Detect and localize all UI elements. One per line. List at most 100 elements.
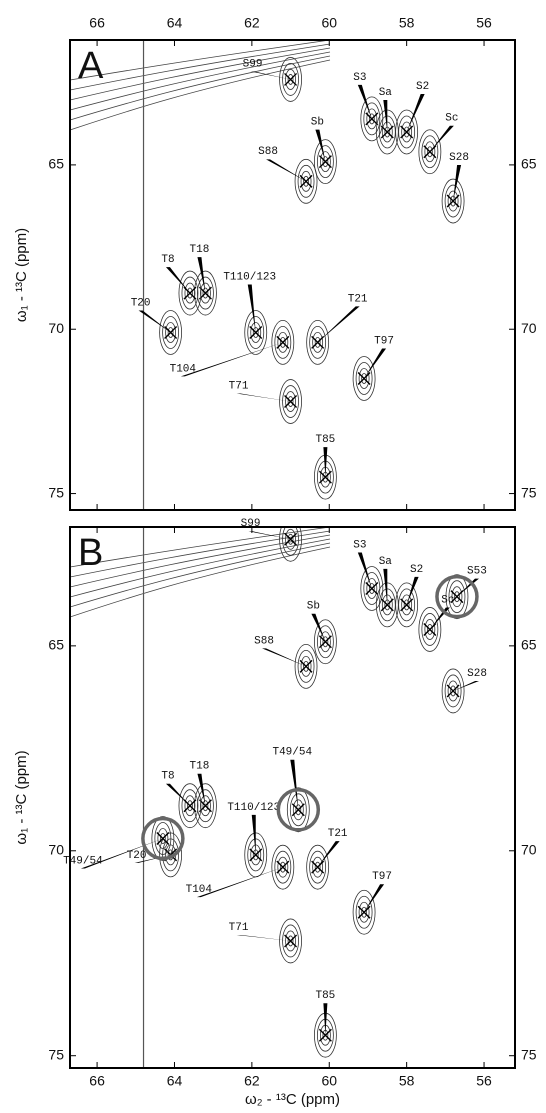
peak-label: Sa: [379, 87, 393, 99]
peak-label: S3: [353, 72, 366, 84]
peak-marker: [357, 372, 371, 386]
diagonal-contour: [70, 43, 331, 91]
x-tick-label: 58: [399, 1073, 415, 1089]
leader: [453, 680, 480, 691]
x-tick-label: 60: [321, 15, 337, 31]
peak-label: S99: [243, 58, 263, 70]
x-tick-label: 66: [89, 1073, 105, 1089]
peak-marker: [284, 934, 298, 948]
peak-contour: [282, 527, 299, 556]
y-axis-label: ω₁ - ¹³C (ppm): [13, 750, 30, 844]
circled-peak: [141, 816, 185, 861]
peak-contour: [450, 195, 456, 207]
peak-label: S88: [258, 146, 278, 158]
peak-label: S2: [416, 81, 429, 93]
peak-label: T97: [372, 871, 392, 883]
peak-marker: [164, 326, 178, 340]
peak-label: S88: [254, 635, 274, 647]
leader: [248, 531, 291, 540]
peak-contour: [355, 895, 373, 929]
peak-contour: [197, 276, 214, 310]
peak-label: T49/54: [272, 747, 312, 759]
diagonal-contour: [70, 40, 331, 81]
peak-contour: [286, 787, 310, 833]
peak-label: T85: [315, 434, 335, 446]
peak-contour: [363, 102, 381, 136]
peak-contour: [395, 109, 419, 155]
peak-contour: [352, 356, 376, 401]
peak-contour: [418, 607, 442, 652]
y-tick-label: 75: [48, 484, 64, 500]
peak-label: T20: [131, 297, 151, 309]
peak-contour: [313, 139, 337, 185]
peak-marker: [284, 395, 298, 409]
peak-contour: [187, 800, 193, 812]
peak-marker: [156, 831, 170, 845]
peak-contour: [187, 287, 193, 299]
peak-label: T104: [186, 884, 213, 896]
leader: [383, 568, 388, 605]
peak-marker: [311, 335, 325, 349]
peak-contour: [424, 619, 436, 640]
peak-contour: [401, 121, 413, 143]
peak-marker: [249, 326, 263, 340]
peak-contour: [403, 599, 410, 611]
y-tick-label: 65: [521, 637, 537, 653]
peak-label: T8: [161, 771, 174, 783]
peak-contour: [162, 316, 180, 349]
peak-label: Sc: [441, 594, 454, 606]
peak-contour: [297, 649, 315, 683]
peak-label: T49/54: [63, 855, 103, 867]
leader: [364, 884, 385, 913]
peak-contour: [181, 276, 199, 310]
peak-contour: [424, 141, 436, 163]
peak-contour: [314, 336, 321, 348]
diagonal-contour: [70, 51, 331, 111]
peak-contour: [165, 322, 177, 343]
x-axis-label: ω₂ - ¹³C (ppm): [245, 1091, 340, 1108]
peak-contour: [352, 889, 376, 935]
diagonal-contour: [70, 59, 331, 131]
peak-marker: [400, 125, 414, 139]
peak-contour: [395, 582, 419, 628]
peak-contour: [285, 391, 296, 412]
leader: [266, 159, 307, 182]
frame: [69, 39, 516, 511]
peak-contour: [319, 151, 331, 173]
peak-contour: [202, 800, 209, 812]
peak-marker: [446, 684, 460, 698]
peak-contour: [303, 660, 309, 672]
peak-marker: [380, 598, 394, 612]
peak-contour: [358, 901, 370, 923]
peak-contour: [271, 319, 295, 365]
peak-contour: [197, 789, 214, 823]
peak-contour: [316, 625, 334, 659]
peak-contour: [282, 385, 299, 418]
peak-contour: [295, 804, 302, 816]
peak-contour: [285, 930, 296, 952]
leader: [453, 165, 462, 202]
peak-contour: [444, 184, 462, 218]
y-tick-label: 70: [48, 320, 64, 336]
peak-contour: [360, 566, 384, 611]
peak-contour: [368, 113, 375, 125]
peak-contour: [279, 379, 302, 424]
y-tick-label: 75: [521, 1046, 537, 1062]
leader: [429, 125, 454, 152]
peak-marker: [446, 194, 460, 208]
peak-marker: [299, 659, 313, 673]
leader: [247, 284, 256, 333]
peak-contour: [277, 331, 289, 353]
peak-contour: [287, 935, 294, 947]
leader: [236, 934, 291, 941]
x-tick-label: 56: [476, 1073, 492, 1089]
peak-contour: [366, 578, 378, 599]
peak-contour: [319, 631, 331, 653]
peak-contour: [309, 850, 327, 884]
peak-contour: [445, 574, 469, 620]
y-tick-label: 75: [48, 1046, 64, 1062]
peak-contour: [401, 594, 413, 616]
peak-contour: [200, 795, 211, 817]
diagonal-contour: [70, 47, 331, 101]
